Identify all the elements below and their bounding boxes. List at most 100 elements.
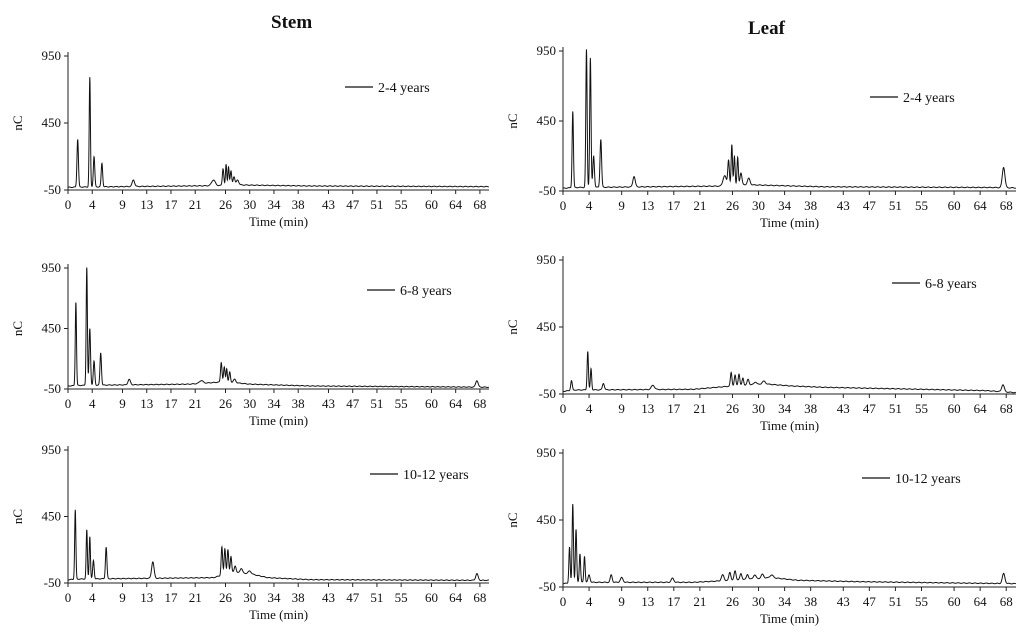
x-tick-label: 4 [586,594,593,609]
x-tick-label: 4 [586,198,593,213]
x-tick-label: 26 [219,197,233,212]
x-axis-label: Time (min) [249,607,308,622]
x-tick-label: 43 [837,401,850,416]
column-title-stem: Stem [271,12,313,33]
x-tick-label: 64 [449,590,463,605]
y-tick-label: 950 [42,442,62,457]
x-tick-label: 68 [1000,401,1013,416]
x-tick-label: 9 [618,401,625,416]
x-tick-label: 60 [425,197,438,212]
legend-label: 2-4 years [378,81,430,96]
x-tick-label: 21 [693,401,706,416]
x-tick-label: 55 [395,396,408,411]
x-tick-label: 38 [292,590,305,605]
y-tick-label: -50 [539,386,556,401]
x-tick-label: 26 [726,401,740,416]
x-tick-label: 51 [370,197,383,212]
x-tick-label: 0 [65,590,72,605]
y-tick-label: 950 [537,445,557,460]
x-tick-label: 38 [292,396,305,411]
x-tick-label: 64 [974,198,988,213]
y-axis-label: nC [505,319,520,334]
x-tick-label: 38 [804,198,817,213]
x-tick-label: 51 [889,198,902,213]
x-tick-label: 13 [641,401,654,416]
x-tick-label: 0 [65,396,72,411]
x-tick-label: 9 [119,396,126,411]
x-tick-label: 4 [89,396,96,411]
x-tick-label: 34 [778,594,792,609]
legend-label: 2-4 years [903,91,955,106]
x-tick-label: 47 [863,401,877,416]
x-tick-label: 47 [346,197,360,212]
x-tick-label: 60 [425,590,438,605]
x-tick-label: 0 [65,197,72,212]
x-tick-label: 43 [322,197,335,212]
y-tick-label: 950 [42,260,62,275]
x-tick-label: 9 [618,594,625,609]
x-tick-label: 21 [189,197,202,212]
x-tick-label: 55 [915,594,928,609]
x-tick-label: 21 [189,590,202,605]
x-tick-label: 13 [140,590,153,605]
x-tick-label: 55 [395,590,408,605]
x-tick-label: 68 [1000,594,1013,609]
y-tick-label: 450 [42,321,62,336]
chart-panel-leaf-10-12-years: 950 450 -50 nC 0 4 9 13 17 21 26 30 34 38 43 47 51 55 60 64… [505,445,1017,626]
legend-label: 6-8 years [400,284,452,299]
chart-panel-stem-10-12-years: 950 450 -50 nC 0 4 9 13 17 21 26 30 34 38 43 47 51 55 60 64… [10,442,489,622]
x-tick-label: 4 [89,197,96,212]
chart-panel-leaf-6-8-years: 950 450 -50 nC 0 4 9 13 17 21 26 30 34 38 43 47 51 55 60 64… [505,252,1016,433]
x-tick-label: 64 [974,401,988,416]
x-tick-label: 13 [641,198,654,213]
column-title-leaf: Leaf [748,18,785,39]
y-tick-label: 950 [537,252,557,267]
x-tick-label: 21 [693,198,706,213]
y-tick-label: -50 [44,575,61,590]
x-tick-label: 30 [243,396,256,411]
x-tick-label: 13 [641,594,654,609]
chart-panel-leaf-2-4-years: 950 450 -50 nC 0 4 9 13 17 21 26 30 34 38 43 47 51 55 60 64… [505,43,1016,230]
x-axis-label: Time (min) [249,413,308,428]
x-tick-label: 0 [560,594,567,609]
x-tick-label: 64 [449,197,463,212]
x-tick-label: 30 [752,401,765,416]
legend-label: 10-12 years [403,468,469,483]
x-tick-label: 26 [726,594,740,609]
x-tick-label: 9 [119,197,126,212]
x-tick-label: 51 [370,590,383,605]
x-tick-label: 34 [267,197,281,212]
x-tick-label: 0 [560,401,567,416]
x-axis-label: Time (min) [760,418,819,433]
x-tick-label: 43 [322,396,335,411]
chart-panel-stem-2-4-years: 950 450 -50 nC 0 4 9 13 17 21 26 30 34 38 43 47 51 55 60 64… [10,48,489,229]
x-tick-label: 17 [164,396,178,411]
x-tick-label: 17 [164,197,178,212]
x-tick-label: 60 [948,594,961,609]
x-tick-label: 51 [889,594,902,609]
y-axis-label: nC [10,115,25,130]
y-tick-label: 450 [42,115,62,130]
legend-label: 6-8 years [925,277,977,292]
x-tick-label: 64 [449,396,463,411]
x-tick-label: 68 [1000,198,1013,213]
chart-panel-stem-6-8-years: 950 450 -50 nC 0 4 9 13 17 21 26 30 34 38 43 47 51 55 60 64… [10,260,490,428]
y-tick-label: 450 [537,113,557,128]
x-tick-label: 21 [693,594,706,609]
x-tick-label: 55 [395,197,408,212]
x-tick-label: 55 [915,401,928,416]
x-tick-label: 13 [140,197,153,212]
y-tick-label: 450 [537,319,557,334]
chromatogram-trace [67,509,489,582]
y-tick-label: 950 [537,43,557,58]
x-tick-label: 26 [219,396,233,411]
x-tick-label: 43 [837,594,850,609]
legend-label: 10-12 years [895,472,961,487]
x-tick-label: 68 [473,590,486,605]
x-tick-label: 38 [804,594,817,609]
chromatogram-trace [562,49,1016,189]
y-axis-label: nC [505,512,520,527]
y-tick-label: 450 [537,512,557,527]
x-axis-label: Time (min) [249,214,308,229]
y-tick-label: -50 [539,579,556,594]
